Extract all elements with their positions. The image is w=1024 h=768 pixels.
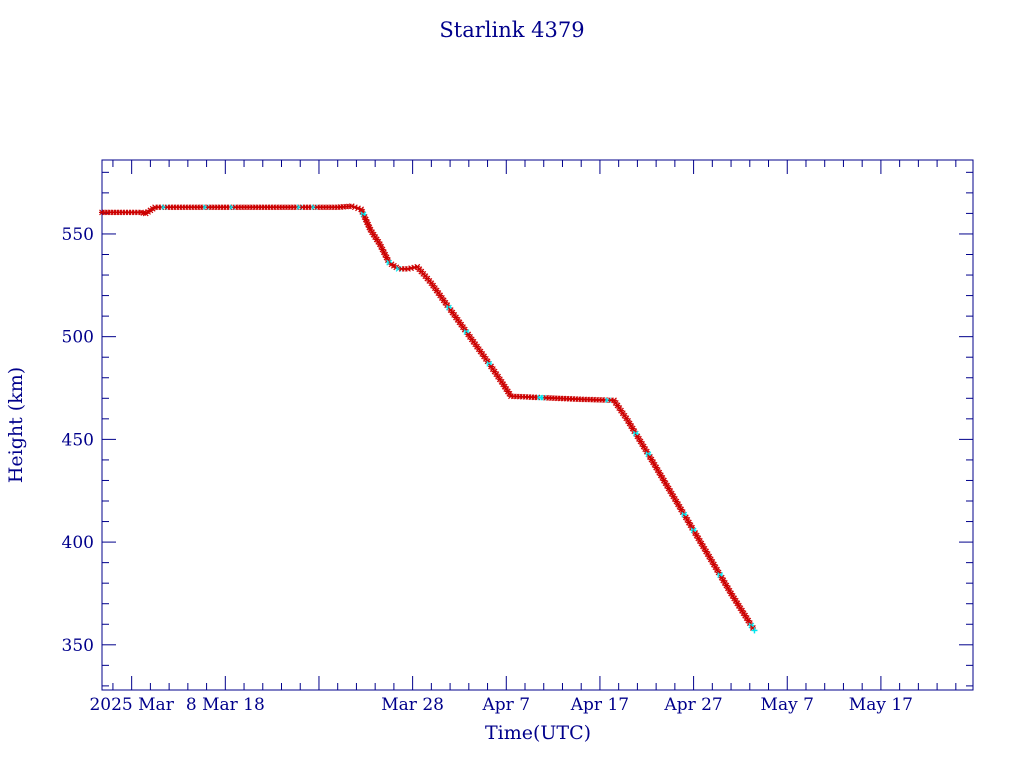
data-point <box>668 490 675 497</box>
data-point <box>709 559 716 565</box>
data-point <box>651 461 658 468</box>
data-point <box>695 535 702 542</box>
data-point <box>664 482 671 489</box>
data-point <box>665 485 672 492</box>
data-point <box>671 496 678 502</box>
x-axis-label: Time(UTC) <box>485 722 591 744</box>
x-tick-label: Mar 28 <box>381 695 444 715</box>
series-line <box>102 205 755 631</box>
y-tick-labels: 350 400 450 500 550 <box>62 225 94 656</box>
chart-title: Starlink 4379 <box>439 18 584 42</box>
y-tick-label: 400 <box>62 533 94 553</box>
data-point <box>643 448 650 455</box>
data-point <box>653 464 660 471</box>
data-point <box>718 574 725 581</box>
data-point <box>650 459 657 466</box>
data-point <box>692 530 699 537</box>
data-point <box>726 587 733 594</box>
data-point <box>693 532 700 539</box>
data-point <box>710 561 717 568</box>
data-point <box>689 524 696 531</box>
data-point <box>707 556 714 563</box>
data-point <box>751 627 758 634</box>
data-point <box>645 451 652 458</box>
data-point <box>699 543 706 550</box>
data-point <box>679 509 686 516</box>
data-point <box>656 469 663 476</box>
y-tick-label: 450 <box>62 430 94 450</box>
data-point <box>720 577 727 584</box>
x-tick-label: Apr 7 <box>482 695 531 715</box>
data-point <box>701 545 708 552</box>
data-point <box>724 585 731 592</box>
data-point <box>684 517 691 523</box>
data-point <box>704 551 711 558</box>
x-tick-label: Apr 27 <box>663 695 722 715</box>
data-point <box>712 564 719 571</box>
data-point <box>662 480 669 487</box>
data-point <box>715 569 722 576</box>
data-point <box>696 538 703 544</box>
y-tick-label: 500 <box>62 328 94 348</box>
data-point <box>676 503 683 510</box>
data-point <box>657 472 664 479</box>
data-point <box>660 477 667 484</box>
x-tick-label: 2025 Mar <box>89 695 174 715</box>
data-point <box>685 519 692 526</box>
series-markers <box>99 203 758 634</box>
x-tick-label: Apr 17 <box>570 695 629 715</box>
data-point <box>654 467 661 474</box>
data-point <box>698 540 705 547</box>
data-point <box>667 488 674 495</box>
data-point <box>703 548 710 555</box>
axis-ticks <box>102 160 973 690</box>
data-point <box>721 580 728 586</box>
data-point <box>673 498 680 505</box>
y-axis-label: Height (km) <box>5 367 27 483</box>
data-point <box>678 506 685 513</box>
y-tick-label: 350 <box>62 636 94 656</box>
data-series <box>99 203 758 634</box>
data-point <box>670 493 677 500</box>
x-tick-label: 8 Mar 18 <box>186 695 265 715</box>
data-point <box>659 475 666 481</box>
plot-frame <box>101 159 974 691</box>
data-point <box>674 501 681 508</box>
data-point <box>706 553 713 560</box>
data-point <box>648 456 655 463</box>
x-tick-label: May 7 <box>761 695 814 715</box>
data-point <box>717 572 724 578</box>
data-point <box>714 566 721 573</box>
data-point <box>682 514 689 521</box>
x-tick-label: May 17 <box>849 695 913 715</box>
x-tick-labels: 2025 Mar 8 Mar 18 Mar 28 Apr 7 Apr 17 Apr 27… <box>89 695 913 715</box>
data-point <box>646 454 653 460</box>
y-tick-label: 550 <box>62 225 94 245</box>
data-point <box>687 522 694 529</box>
data-point <box>723 582 730 589</box>
data-point <box>690 527 697 534</box>
data-point <box>681 511 688 518</box>
